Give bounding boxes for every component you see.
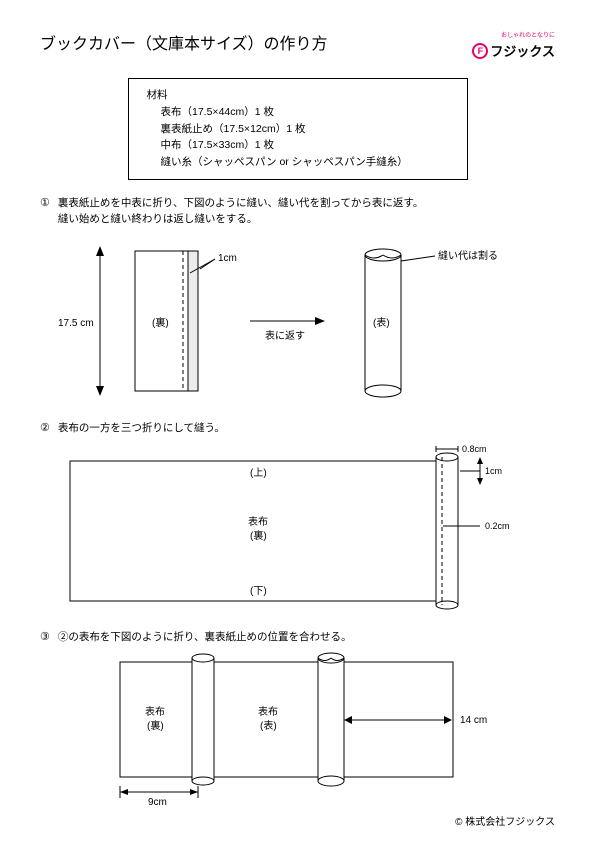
materials-line: 裏表紙止め（17.5×12cm）1 枚 bbox=[161, 121, 449, 138]
svg-text:0.8cm: 0.8cm bbox=[462, 444, 487, 454]
page-title: ブックカバー（文庫本サイズ）の作り方 bbox=[40, 30, 328, 54]
step-text: 表布の一方を三つ折りにして縫う。 bbox=[58, 421, 555, 437]
svg-text:14 cm: 14 cm bbox=[460, 715, 487, 726]
svg-text:9cm: 9cm bbox=[148, 797, 167, 808]
diagram-2: 0.8cm (上) 表布 (裏) (下) 1cm 0.2cm bbox=[40, 441, 555, 616]
svg-text:(下): (下) bbox=[250, 586, 267, 597]
svg-text:1cm: 1cm bbox=[485, 466, 502, 476]
svg-text:(表): (表) bbox=[373, 316, 390, 329]
brand-logo: おしゃれのとなりに F フジックス bbox=[472, 30, 555, 60]
svg-text:17.5 cm: 17.5 cm bbox=[58, 318, 94, 329]
materials-header: 材料 bbox=[147, 87, 449, 104]
copyright: © 株式会社フジックス bbox=[455, 813, 555, 828]
step-1: ① 裏表紙止めを中表に折り、下図のように縫い、縫い代を割ってから表に返す。 縫い… bbox=[40, 196, 555, 228]
step-3: ③ ②の表布を下図のように折り、裏表紙止めの位置を合わせる。 bbox=[40, 630, 555, 646]
step-text: ②の表布を下図のように折り、裏表紙止めの位置を合わせる。 bbox=[58, 630, 555, 646]
materials-line: 中布（17.5×33cm）1 枚 bbox=[161, 137, 449, 154]
diagram-3-svg: 表布 (裏) 表布 (表) 14 cm bbox=[40, 650, 555, 815]
diagram-3: 表布 (裏) 表布 (表) 14 cm bbox=[40, 650, 555, 815]
svg-text:1cm: 1cm bbox=[218, 253, 237, 264]
svg-text:表布: 表布 bbox=[145, 705, 165, 718]
svg-text:縫い代は割る: 縫い代は割る bbox=[438, 249, 498, 262]
svg-text:(上): (上) bbox=[250, 467, 267, 479]
step-number: ① bbox=[40, 196, 50, 228]
svg-text:0.2cm: 0.2cm bbox=[485, 521, 510, 531]
svg-text:(裏): (裏) bbox=[152, 316, 169, 329]
logo-icon: F bbox=[472, 43, 488, 59]
diagram-1-svg: 17.5 cm (裏) 1cm 表に返す (表) 縫い代は割る bbox=[40, 231, 555, 411]
step-text: 裏表紙止めを中表に折り、下図のように縫い、縫い代を割ってから表に返す。 縫い始め… bbox=[58, 196, 555, 228]
materials-line: 表布（17.5×44cm）1 枚 bbox=[161, 104, 449, 121]
logo-text: フジックス bbox=[490, 41, 555, 60]
materials-box: 材料 表布（17.5×44cm）1 枚 裏表紙止め（17.5×12cm）1 枚 … bbox=[128, 78, 468, 180]
svg-text:表に返す: 表に返す bbox=[265, 329, 305, 342]
diagram-1: 17.5 cm (裏) 1cm 表に返す (表) 縫い代は割る bbox=[40, 231, 555, 411]
svg-text:表布: 表布 bbox=[258, 705, 278, 718]
step-number: ③ bbox=[40, 630, 50, 646]
materials-line: 縫い糸（シャッペスパン or シャッペスパン手縫糸） bbox=[161, 154, 449, 171]
diagram-2-svg: 0.8cm (上) 表布 (裏) (下) 1cm 0.2cm bbox=[40, 441, 555, 616]
svg-text:(表): (表) bbox=[260, 719, 277, 732]
logo-tagline: おしゃれのとなりに bbox=[472, 30, 555, 39]
svg-text:(裏): (裏) bbox=[147, 719, 164, 732]
step-2: ② 表布の一方を三つ折りにして縫う。 bbox=[40, 421, 555, 437]
svg-text:表布: 表布 bbox=[248, 515, 268, 528]
step-number: ② bbox=[40, 421, 50, 437]
svg-text:(裏): (裏) bbox=[250, 529, 267, 542]
